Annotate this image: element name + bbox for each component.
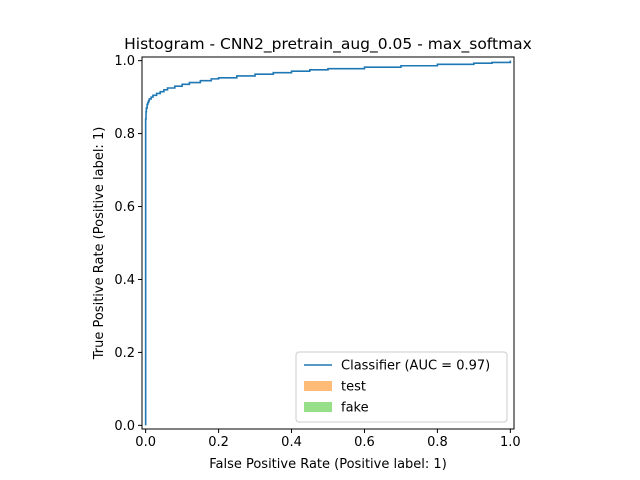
y-tick-label: 0.8 [114, 127, 135, 142]
legend-label: fake [341, 401, 369, 416]
y-tick-label: 0.0 [114, 419, 135, 434]
x-axis-ticks: 0.0 0.2 0.4 0.6 0.8 1.0 [135, 429, 521, 450]
plot-area [141, 56, 515, 430]
y-axis-label: True Positive Rate (Positive label: 1) [92, 127, 107, 361]
chart-title: Histogram - CNN2_pretrain_aug_0.05 - max… [124, 35, 532, 54]
y-tick-label: 0.2 [114, 346, 135, 361]
x-tick-label: 1.0 [500, 435, 521, 450]
x-tick-label: 0.4 [281, 435, 302, 450]
legend-swatch-test [304, 381, 332, 391]
roc-curve-line [144, 60, 512, 426]
y-axis-ticks: 0.0 0.2 0.4 0.6 0.8 1.0 [114, 54, 142, 434]
x-axis-label: False Positive Rate (Positive label: 1) [209, 457, 447, 472]
plot-frame [141, 56, 515, 430]
x-tick-label: 0.2 [208, 435, 229, 450]
legend: Classifier (AUC = 0.97) test fake [295, 351, 508, 423]
x-tick-label: 0.8 [427, 435, 448, 450]
legend-label: test [341, 380, 366, 395]
chart-title-group: Histogram - CNN2_pretrain_aug_0.05 - max… [124, 35, 532, 54]
x-tick-label: 0.6 [354, 435, 375, 450]
y-tick-label: 1.0 [114, 54, 135, 69]
legend-label: Classifier (AUC = 0.97) [341, 359, 490, 374]
legend-box [295, 351, 508, 423]
y-tick-label: 0.4 [114, 273, 135, 288]
legend-swatch-fake [304, 402, 332, 412]
x-tick-label: 0.0 [135, 435, 156, 450]
y-tick-label: 0.6 [114, 200, 135, 215]
